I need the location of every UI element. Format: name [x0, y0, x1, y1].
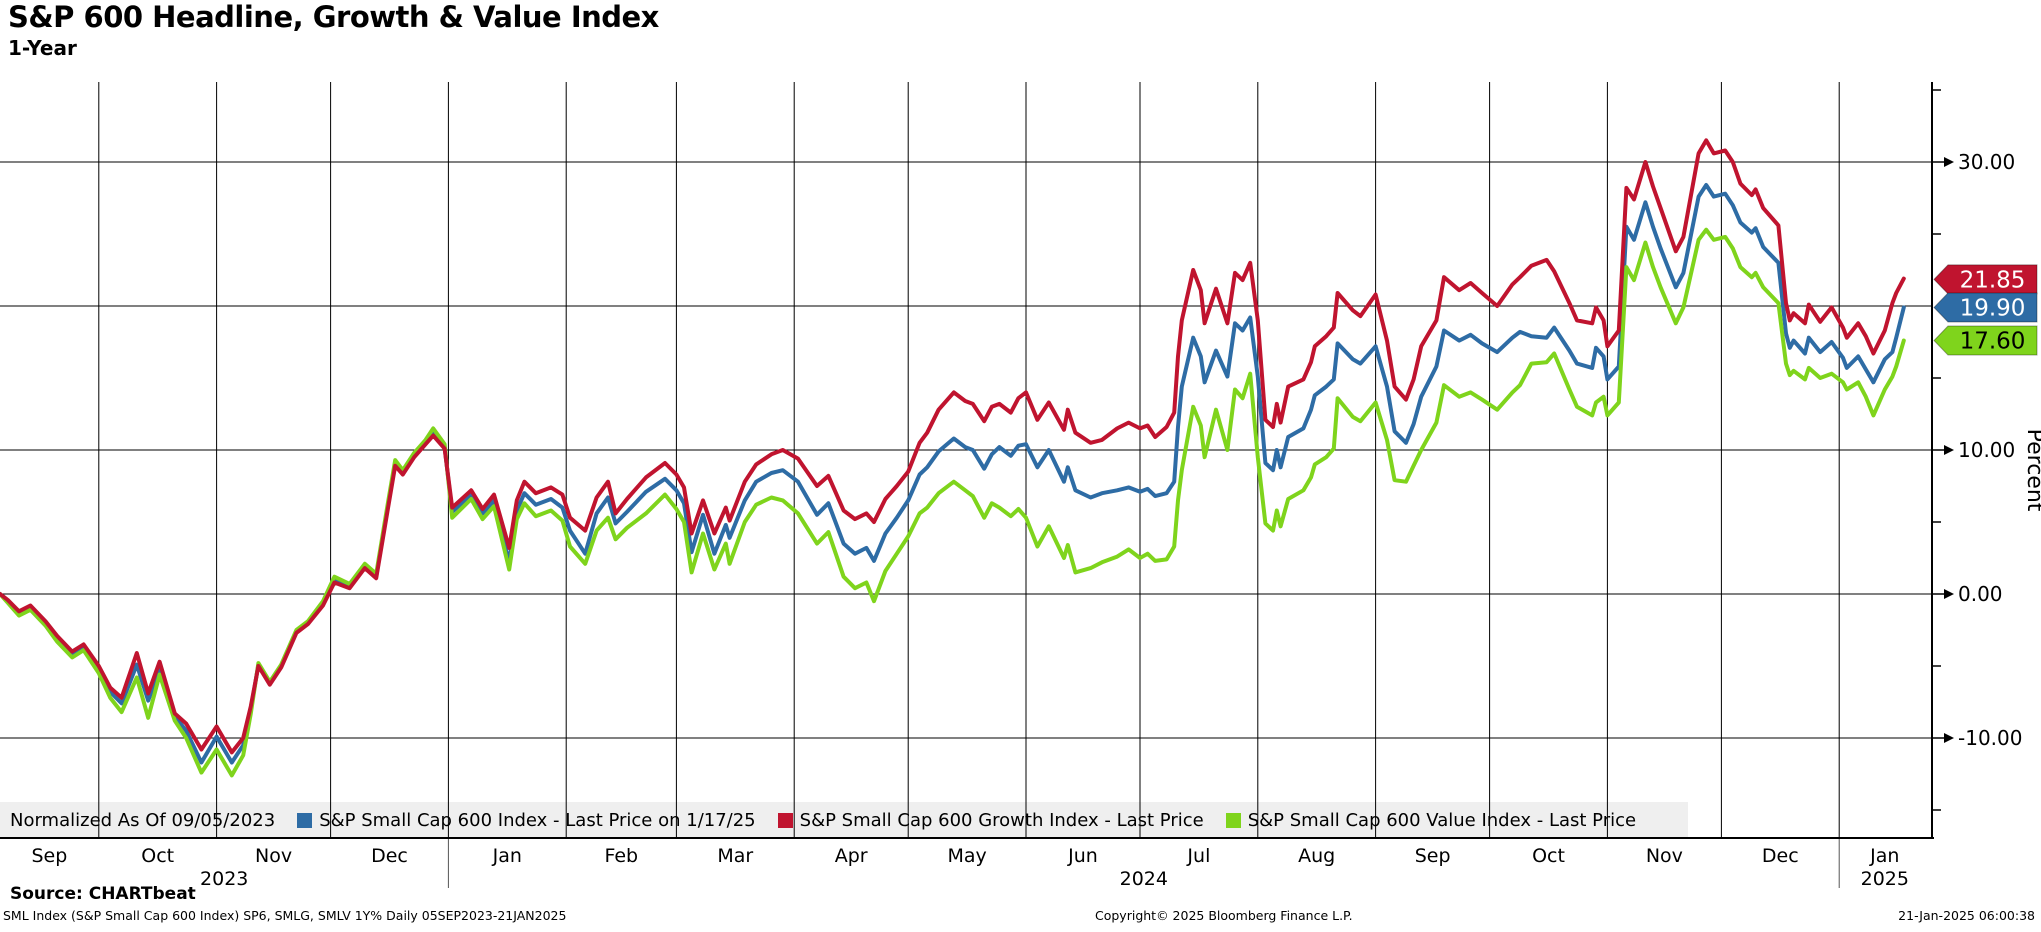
last-price-badge-value: 17.60	[1960, 329, 2026, 355]
last-price-badge-value: 21.85	[1960, 267, 2026, 293]
y-tick-arrow-icon	[1944, 733, 1954, 743]
legend-swatch-icon	[777, 812, 793, 828]
page-subtitle: 1-Year	[8, 36, 77, 60]
legend-swatch-icon	[1225, 812, 1241, 828]
legend-normalized-note: Normalized As Of 09/05/2023	[10, 809, 276, 831]
y-axis-title: Percent	[2022, 429, 2041, 512]
series-line-s-p-small-cap-600-index	[0, 183, 1906, 765]
x-month-label: Nov	[255, 845, 292, 867]
y-tick-label: 30.00	[1958, 150, 2015, 174]
x-month-label: Dec	[1762, 845, 1799, 867]
y-tick-arrow-icon	[1944, 445, 1954, 455]
x-month-label: May	[947, 845, 986, 867]
last-price-badge-value: 19.90	[1960, 295, 2026, 321]
x-month-label: Nov	[1646, 845, 1683, 867]
series-line-s-p-small-cap-600-growth-index	[0, 138, 1906, 755]
last-price-badge	[1933, 292, 2038, 323]
chart-legend: Normalized As Of 09/05/2023 S&P Small Ca…	[0, 802, 1688, 838]
x-month-label: Jul	[1186, 845, 1210, 867]
legend-swatch-icon	[297, 812, 313, 828]
legend-item[interactable]: S&P Small Cap 600 Index - Last Price on …	[297, 809, 756, 831]
y-tick-label: -10.00	[1958, 726, 2022, 750]
y-tick-arrow-icon	[1944, 157, 1954, 167]
source-label: Source: CHARTbeat	[10, 884, 196, 904]
x-month-label: Feb	[604, 845, 638, 867]
security-meta-label: SML Index (S&P Small Cap 600 Index) SP6,…	[3, 908, 567, 923]
x-month-label: Mar	[717, 845, 753, 867]
timestamp-label: 21-Jan-2025 06:00:38	[1898, 908, 2035, 923]
x-month-label: Aug	[1298, 845, 1335, 867]
x-year-label: 2023	[200, 868, 248, 890]
legend-item-label: S&P Small Cap 600 Value Index - Last Pri…	[1247, 809, 1637, 831]
x-month-label: Oct	[141, 845, 174, 867]
x-month-label: Jan	[492, 845, 522, 867]
x-month-label: Jan	[1869, 845, 1899, 867]
y-tick-label: 0.00	[1958, 582, 2003, 606]
x-month-label: Apr	[835, 845, 868, 867]
y-tick-label: 10.00	[1958, 438, 2015, 462]
legend-item-label: S&P Small Cap 600 Index - Last Price on …	[319, 809, 756, 831]
legend-item[interactable]: S&P Small Cap 600 Value Index - Last Pri…	[1225, 809, 1637, 831]
copyright-label: Copyright© 2025 Bloomberg Finance L.P.	[1095, 908, 1353, 923]
last-price-badge	[1933, 264, 2038, 295]
page-title: S&P 600 Headline, Growth & Value Index	[8, 0, 659, 34]
x-month-label: Sep	[31, 845, 67, 867]
legend-item-label: S&P Small Cap 600 Growth Index - Last Pr…	[799, 809, 1204, 831]
x-month-label: Sep	[1415, 845, 1451, 867]
x-month-label: Jun	[1067, 845, 1098, 867]
last-price-badge	[1933, 325, 2038, 356]
y-tick-arrow-icon	[1944, 589, 1954, 599]
x-month-label: Dec	[371, 845, 408, 867]
legend-item[interactable]: S&P Small Cap 600 Growth Index - Last Pr…	[777, 809, 1204, 831]
series-line-s-p-small-cap-600-value-index	[0, 227, 1906, 778]
x-year-label: 2025	[1861, 868, 1909, 890]
x-year-label: 2024	[1120, 868, 1168, 890]
x-month-label: Oct	[1532, 845, 1565, 867]
